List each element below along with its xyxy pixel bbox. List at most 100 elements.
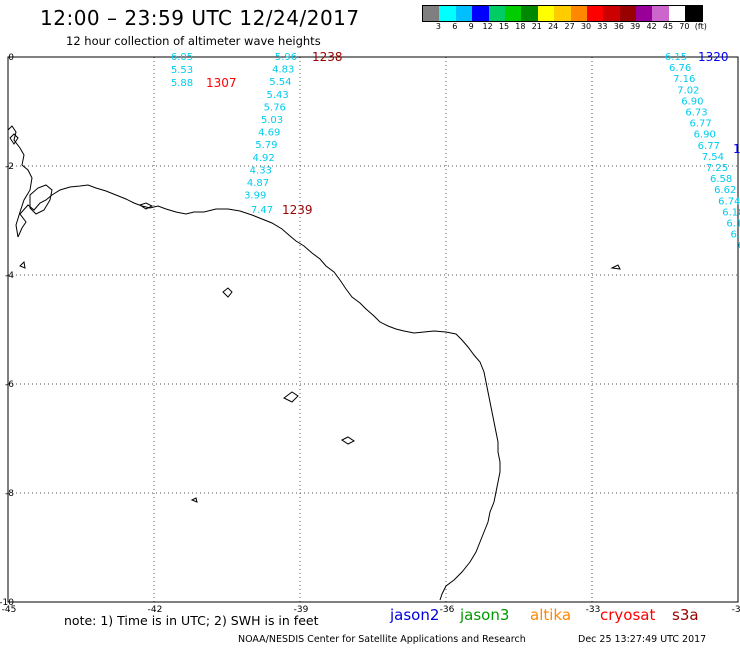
scale-label: 42 — [646, 22, 657, 31]
lon-tick-label: -39 — [294, 605, 309, 615]
island-west — [19, 260, 26, 269]
wave-height-value: 6.77 — [698, 141, 720, 152]
credit-line: NOAA/NESDIS Center for Satellite Applica… — [238, 634, 526, 645]
axis-labels: -45 -42 -39 -36 -33 -30 0 -2 -4 -6 -8 -10 — [0, 53, 740, 615]
scale-swatch — [570, 6, 587, 21]
wave-height-value: 6.18 — [722, 207, 740, 218]
wave-height-value: 6.25 — [730, 230, 740, 241]
scale-label: 27 — [564, 22, 575, 31]
pass-time-label: 1320 — [698, 50, 729, 64]
wave-height-value: 6.05 — [171, 52, 193, 63]
pass-time-label: 1307 — [206, 76, 237, 90]
scale-label: 45 — [662, 22, 674, 31]
scale-swatch — [619, 6, 637, 21]
scale-label: 15 — [498, 22, 510, 31]
wave-height-value: 5.76 — [264, 102, 286, 113]
atoll-das-rocas — [222, 287, 233, 298]
island-east-2 — [610, 264, 621, 270]
scale-swatch — [603, 6, 620, 21]
scale-swatch — [652, 6, 669, 21]
scale-swatch — [521, 6, 538, 21]
wave-height-value: 6.90 — [681, 96, 703, 107]
wave-height-value: 6.15 — [665, 52, 687, 63]
scale-label: 3 — [435, 22, 441, 31]
wave-height-value: 5.96 — [275, 52, 297, 63]
scale-swatch — [455, 6, 473, 21]
scale-swatch — [472, 6, 489, 21]
wave-height-value: 6.76 — [669, 63, 691, 74]
scale-label: 6 — [452, 22, 458, 31]
wave-height-value: 4.69 — [258, 128, 280, 139]
wave-height-value: 5.54 — [269, 77, 291, 88]
wave-height-value: 4.33 — [250, 165, 272, 176]
scale-label: 33 — [597, 22, 608, 31]
marajo-island — [29, 184, 53, 215]
scale-swatch — [537, 6, 555, 21]
scale-swatch — [685, 6, 702, 21]
scale-label: 12 — [482, 22, 493, 31]
wave-height-value: 6.77 — [689, 119, 711, 130]
wave-height-value: 5.79 — [255, 140, 277, 151]
pass-time-label: 1239 — [282, 203, 313, 217]
wave-height-value: 7.25 — [706, 163, 728, 174]
lat-tick-label: -10 — [0, 598, 14, 608]
wave-height-value: 6.90 — [694, 130, 716, 141]
legend-entry: cryosat — [600, 606, 656, 624]
scale-label: 70 — [679, 22, 690, 31]
island-south — [190, 497, 198, 503]
lon-tick-label: -42 — [148, 605, 163, 615]
scale-label: 36 — [613, 22, 624, 31]
lat-tick-label: -6 — [5, 380, 14, 390]
amazon-delta-coast — [7, 125, 33, 238]
scale-label: 9 — [468, 22, 474, 31]
lon-tick-label: -36 — [440, 605, 455, 615]
coastline — [7, 125, 621, 601]
scale-label: 24 — [548, 22, 559, 31]
wave-height-value: 6.15 — [726, 219, 740, 230]
scale-swatch — [636, 6, 653, 21]
scale-label: 21 — [531, 22, 542, 31]
lon-tick-label: -45 — [2, 605, 17, 615]
wave-height-value: 6.62 — [714, 185, 736, 196]
altimeter-track: 6.156.767.167.026.906.736.776.906.777.54… — [665, 50, 740, 252]
legend-entry: s3a — [672, 606, 699, 624]
scale-swatch — [423, 6, 440, 21]
legend-entry: altika — [530, 606, 572, 624]
wave-height-value: 5.43 — [266, 90, 288, 101]
legend-entry: jason2 — [390, 606, 440, 624]
island-east-1 — [341, 436, 355, 445]
scale-swatch — [586, 6, 604, 21]
wave-height-value: 7.54 — [702, 152, 724, 163]
scale-swatch — [439, 6, 456, 21]
scale-label: 18 — [515, 22, 526, 31]
lon-tick-label: -33 — [586, 605, 601, 615]
map-frame — [7, 56, 739, 603]
wave-height-value: 4.92 — [252, 153, 274, 164]
lat-tick-label: 0 — [8, 53, 14, 63]
brazil-coastline — [17, 184, 501, 601]
altimeter-track: 7.47 1239 — [251, 203, 313, 217]
wave-height-color-scale — [422, 5, 703, 22]
pass-time-label-clipped: 1 — [733, 142, 740, 156]
wave-height-value: 7.02 — [677, 85, 699, 96]
color-scale-labels: 3 6 9 12 15 18 21 24 27 30 33 36 39 42 45 70 (ft) — [422, 22, 740, 34]
wave-height-value: 5.53 — [171, 65, 193, 76]
altimeter-track: 5.96 4.835.54 5.435.76 5.03 4.695.79 4.924.33… — [244, 50, 342, 202]
pass-time-label: 1238 — [312, 50, 343, 64]
scale-swatch — [488, 6, 505, 21]
wave-height-value: 5.03 — [261, 115, 283, 126]
legend-entry: jason3 — [460, 606, 510, 624]
wave-height-value: 5.88 — [171, 78, 193, 89]
wave-height-value: 6.58 — [710, 174, 732, 185]
map-subtitle: 12 hour collection of altimeter wave hei… — [66, 34, 321, 48]
wave-height-value: 6.3 — [738, 241, 740, 252]
wave-height-value: 3.99 — [244, 191, 266, 202]
map-title: 12:00 – 23:59 UTC 12/24/2017 — [40, 6, 360, 30]
altimeter-track: 6.05 5.53 5.88 1307 — [171, 52, 237, 90]
wave-height-value: 4.83 — [272, 65, 294, 76]
scale-swatch — [668, 6, 686, 21]
scale-label: 30 — [580, 22, 592, 31]
lat-lon-grid — [8, 57, 738, 602]
scale-swatch — [504, 6, 522, 21]
